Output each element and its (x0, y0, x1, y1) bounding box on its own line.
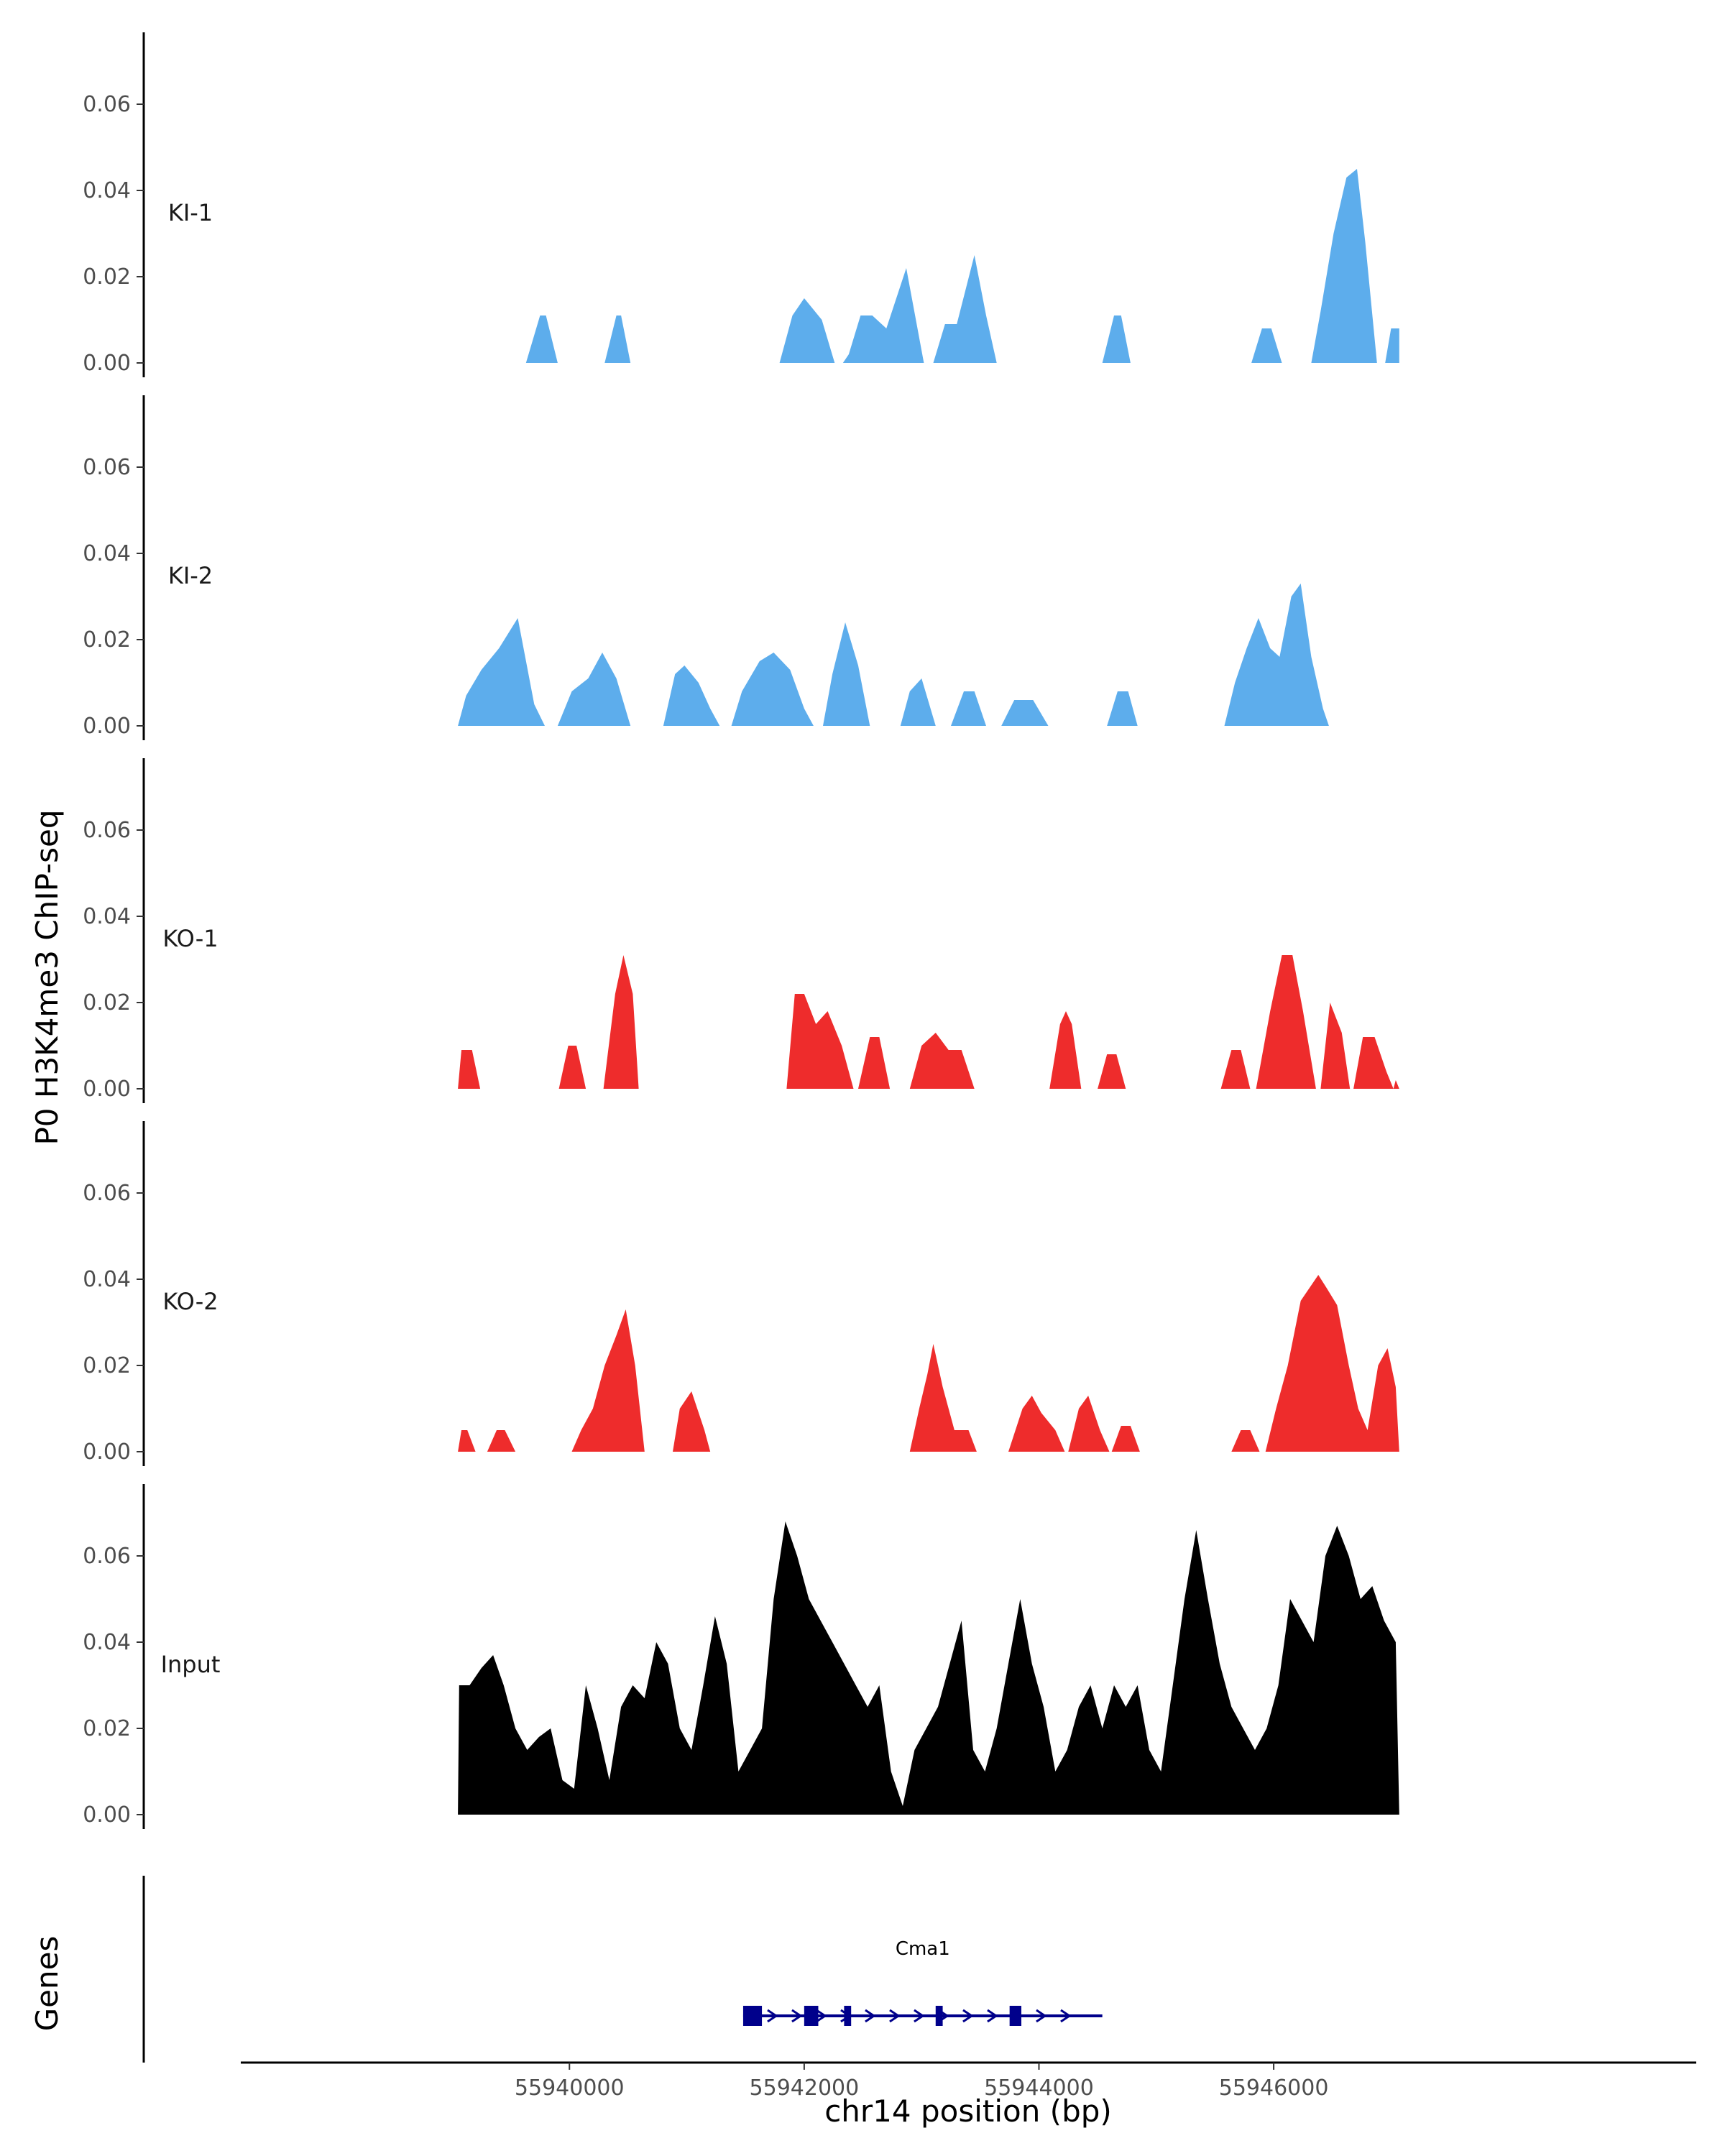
y-tick-label: 0.00 (83, 351, 131, 376)
x-axis-title: chr14 position (bp) (824, 2093, 1112, 2129)
strand-arrow (1060, 2009, 1072, 2023)
strand-arrow (791, 2009, 803, 2023)
signal-area-ko-1 (458, 955, 1399, 1089)
track-ko-1: 0.00 0.02 0.04 0.06 KO-1 (83, 758, 1399, 1103)
track-label: KI-2 (168, 562, 213, 589)
track-label: KO-2 (162, 1288, 218, 1315)
y-tick-label: 0.04 (83, 1630, 131, 1655)
track-ko-2: 0.00 0.02 0.04 0.06 KO-2 (83, 1121, 1399, 1466)
y-tick-label: 0.04 (83, 904, 131, 929)
strand-arrow (816, 2009, 827, 2023)
exon (804, 2006, 819, 2026)
y-tick-label: 0.06 (83, 1181, 131, 1206)
exon (844, 2006, 852, 2026)
track-input: 0.00 0.02 0.04 0.06 Input (83, 1484, 1399, 1829)
track-label: KO-1 (162, 925, 218, 952)
track-label: Input (161, 1651, 221, 1678)
signal-area-ko-2 (458, 1275, 1399, 1452)
x-tick-label: 55940000 (515, 2076, 625, 2101)
y-axis-title: P0 H3K4me3 ChIP-seq (29, 809, 65, 1145)
gene-cma1: Cma1 (742, 1938, 1103, 2026)
y-tick-label: 0.06 (83, 455, 131, 480)
strand-arrow (767, 2009, 778, 2023)
x-tick-label: 55942000 (750, 2076, 860, 2101)
x-axis: 55940000 55942000 55944000 55946000 (241, 2061, 1696, 2101)
y-tick-label: 0.02 (83, 990, 131, 1015)
strand-arrow (889, 2009, 901, 2023)
y-tick-label: 0.06 (83, 818, 131, 843)
y-tick-label: 0.04 (83, 541, 131, 566)
y-tick-label: 0.02 (83, 627, 131, 653)
y-tick-label: 0.02 (83, 264, 131, 290)
strand-arrow (962, 2009, 974, 2023)
signal-area-ki-2 (458, 584, 1329, 726)
exon (742, 2006, 763, 2026)
track-label: KI-1 (168, 199, 213, 226)
y-tick-label: 0.02 (83, 1716, 131, 1741)
exon (1009, 2006, 1021, 2026)
y-tick-label: 0.00 (83, 714, 131, 739)
y-tick-label: 0.06 (83, 92, 131, 117)
y-tick-label: 0.00 (83, 1077, 131, 1102)
strand-arrow (987, 2009, 998, 2023)
track-panels: 0.00 0.02 0.04 0.06 KI-1 0.00 0.02 0.04 0.06 KI-2… (83, 32, 1399, 1829)
genes-panel-title: Genes (29, 1936, 65, 2032)
y-tick-label: 0.04 (83, 1267, 131, 1292)
strand-arrow (1036, 2009, 1047, 2023)
y-tick-label: 0.06 (83, 1544, 131, 1569)
exon (935, 2006, 943, 2026)
gene-panel: Cma1 (142, 1876, 1103, 2063)
y-tick-label: 0.00 (83, 1802, 131, 1828)
x-tick-label: 55944000 (984, 2076, 1094, 2101)
gene-label: Cma1 (896, 1938, 950, 1960)
signal-area-input (458, 1521, 1399, 1815)
x-tick-label: 55946000 (1219, 2076, 1329, 2101)
strand-arrow (914, 2009, 925, 2023)
y-tick-label: 0.04 (83, 178, 131, 203)
y-tick-label: 0.02 (83, 1353, 131, 1378)
track-ki-2: 0.00 0.02 0.04 0.06 KI-2 (83, 395, 1329, 740)
signal-area-ki-1 (525, 169, 1399, 363)
track-ki-1: 0.00 0.02 0.04 0.06 KI-1 (83, 32, 1399, 377)
y-tick-label: 0.00 (83, 1439, 131, 1465)
strand-arrow (865, 2009, 876, 2023)
